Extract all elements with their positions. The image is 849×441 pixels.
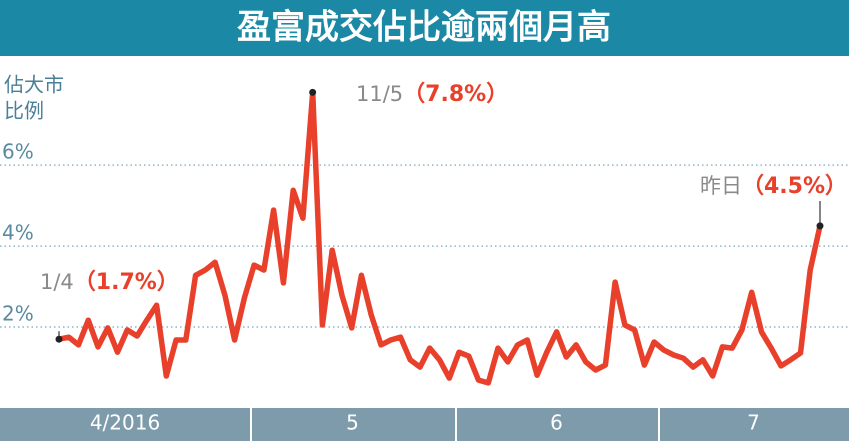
- y-axis-label: 比例: [4, 99, 44, 123]
- annotation: 昨日（4.5%）: [700, 174, 847, 199]
- x-tick-label: 7: [747, 411, 760, 435]
- data-line: [58, 89, 823, 386]
- point-marker: [309, 88, 317, 96]
- title-bar: [0, 0, 849, 56]
- annotation: 1/4（1.7%）: [40, 270, 179, 295]
- annotation-date: 1/4: [40, 270, 74, 294]
- point-marker: [55, 335, 63, 343]
- month-band: [660, 408, 849, 441]
- annotation-date: 昨日: [700, 174, 742, 198]
- y-tick-label: 6%: [2, 140, 34, 164]
- annotation-value: （7.8%）: [403, 82, 508, 107]
- chart-title: 盈富成交佔比逾兩個月高: [237, 8, 611, 48]
- point-marker: [816, 222, 824, 230]
- y-tick-label: 2%: [2, 302, 34, 326]
- x-tick-label: 6: [550, 411, 563, 435]
- annotation: 11/5（7.8%）: [356, 82, 508, 107]
- x-tick-label: 4/2016: [90, 411, 160, 435]
- y-tick-label: 4%: [2, 221, 34, 245]
- annotation-value: （4.5%）: [742, 174, 847, 199]
- x-tick-label: 5: [346, 411, 359, 435]
- annotation-value: （1.7%）: [74, 270, 179, 295]
- month-band: [252, 408, 455, 441]
- annotation-date: 11/5: [356, 82, 403, 106]
- month-band: [0, 408, 250, 441]
- month-band: [457, 408, 658, 441]
- y-axis-label: 佔大市: [4, 73, 64, 97]
